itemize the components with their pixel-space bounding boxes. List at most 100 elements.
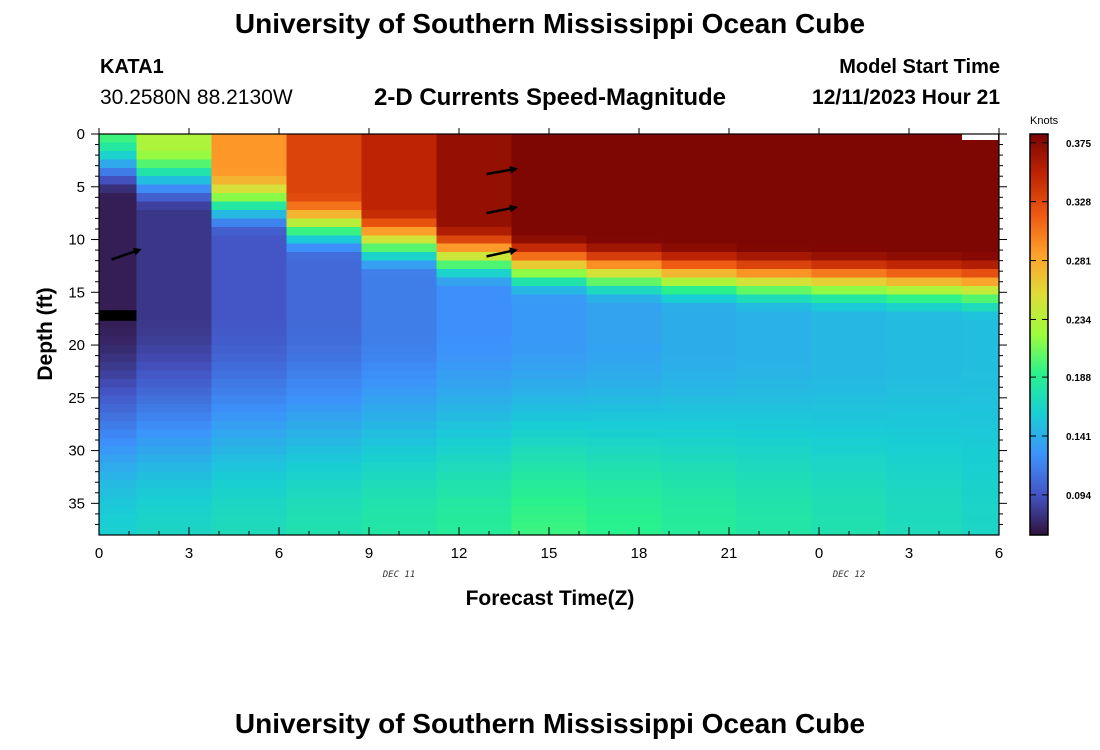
heatmap-cell [211,252,288,262]
heatmap-cell [586,142,663,152]
y-axis-title: Depth (ft) [34,287,57,380]
heatmap-cell [511,167,588,177]
heatmap-cell [511,134,588,143]
heatmap-cell [736,150,813,160]
heatmap-cell [99,134,138,143]
heatmap-cell [436,150,513,160]
heatmap-cell [961,345,1000,355]
heatmap-cell [361,336,438,346]
heatmap-cell [661,336,738,346]
heatmap-cell [211,286,288,295]
heatmap-cell [811,277,888,287]
heatmap-cell [286,437,363,447]
date-label: DEC 11 [382,570,416,580]
heatmap-cell [736,243,813,253]
heatmap-cell [661,446,738,456]
heatmap-cell [961,480,1000,490]
heatmap-cell [886,336,963,346]
heatmap-cell [736,437,813,447]
heatmap-cell [736,269,813,279]
heatmap-cell [961,421,1000,430]
heatmap-cell [886,159,963,169]
heatmap-cell [886,260,963,270]
heatmap-cell [511,210,588,219]
heatmap-cell [136,311,213,321]
heatmap-cell [736,184,813,194]
heatmap-cell [436,437,513,447]
heatmap-cell [511,412,588,422]
heatmap-cell [961,319,1000,329]
heatmap-cell [436,277,513,287]
heatmap-cell [811,345,888,355]
heatmap-cell [436,421,513,430]
heatmap-cell [286,328,363,338]
heatmap-cell [286,505,363,515]
heatmap-cell [661,421,738,430]
heatmap-cell [286,446,363,456]
heatmap-cell [136,345,213,355]
heatmap-cell [586,497,663,506]
heatmap-cell [586,421,663,430]
current-vector-arrow [486,204,518,215]
heatmap-cell [99,336,138,346]
heatmap-cell [736,454,813,464]
heatmap-cell [99,378,138,388]
heatmap-cell [886,370,963,380]
heatmap-cell [886,421,963,430]
heatmap-cell [661,294,738,304]
heatmap-cell [661,395,738,405]
heatmap-cell [136,167,213,177]
heatmap-cell [661,218,738,228]
heatmap-cell [736,488,813,498]
heatmap-cell [661,286,738,295]
heatmap-cell [99,361,138,371]
heatmap-cell [661,311,738,321]
heatmap-cell [586,429,663,439]
heatmap-cell [286,252,363,262]
heatmap-cell [736,218,813,228]
station-coordinates: 30.2580N 88.2130W [100,86,293,109]
heatmap-cell [586,378,663,388]
heatmap-cell [736,446,813,456]
heatmap-cell [511,235,588,245]
heatmap-cell [961,286,1000,295]
heatmap-cell [286,142,363,152]
heatmap-cell [586,167,663,177]
heatmap-cell [811,429,888,439]
heatmap-cell [286,412,363,422]
heatmap-cell [361,311,438,321]
heatmap-cell [361,201,438,211]
heatmap-cell [736,404,813,414]
heatmap-cell [436,311,513,321]
heatmap-cell [811,421,888,430]
colorbar-title: Knots [1030,115,1059,127]
heatmap-cell [286,210,363,219]
heatmap-cell [961,302,1000,312]
heatmap-cell [811,150,888,160]
heatmap-cell [99,522,138,532]
heatmap-cell [511,522,588,532]
heatmap-cell [736,336,813,346]
heatmap-cell [736,522,813,532]
heatmap-cell [211,269,288,279]
heatmap-cell [286,286,363,295]
x-axis-title: Forecast Time(Z) [466,587,635,610]
heatmap-cell [511,201,588,211]
heatmap-cell [211,311,288,321]
heatmap-cell [736,480,813,490]
heatmap-cell [586,226,663,236]
heatmap-cell [211,471,288,481]
heatmap-cell [736,167,813,177]
heatmap-cell [286,522,363,532]
heatmap-cell [886,429,963,439]
heatmap-cell [586,286,663,295]
heatmap-cell [361,345,438,355]
heatmap-cell [286,218,363,228]
heatmap-cell [211,395,288,405]
heatmap-cell [961,201,1000,211]
footer-title: University of Southern Mississippi Ocean… [234,708,866,739]
heatmap-cell [211,404,288,414]
heatmap-cell [661,235,738,245]
heatmap-cell [361,387,438,397]
heatmap-cell [511,395,588,405]
